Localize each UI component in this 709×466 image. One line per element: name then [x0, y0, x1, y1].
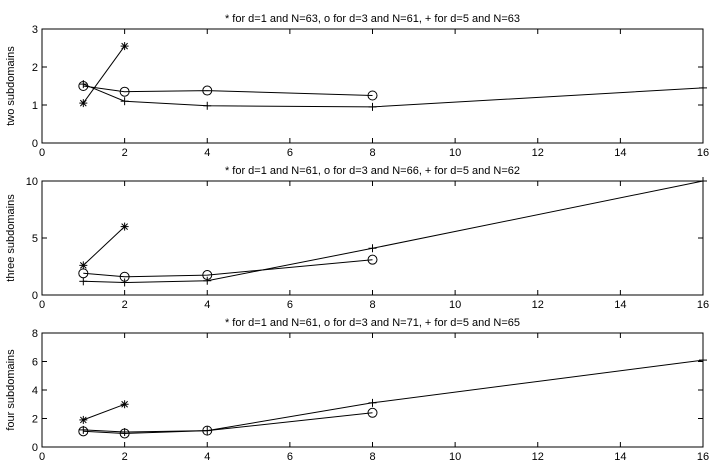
x-tick-label: 8: [369, 451, 375, 463]
x-tick-label: 16: [697, 147, 709, 159]
subplot-2: * for d=1 and N=61, o for d=3 and N=66, …: [5, 165, 709, 311]
y-tick-label: 5: [32, 233, 38, 245]
chart-title: * for d=1 and N=61, o for d=3 and N=71, …: [225, 317, 520, 329]
axes-box: [41, 28, 704, 144]
data-point: [699, 356, 707, 365]
x-tick-label: 10: [449, 451, 461, 463]
x-tick-label: 14: [614, 147, 626, 159]
series-line-1: [82, 45, 126, 104]
data-point: [202, 85, 213, 96]
y-tick-label: 4: [32, 385, 38, 397]
data-point: [79, 99, 88, 108]
series-line-2: [83, 412, 373, 435]
data-point: [79, 80, 88, 89]
y-tick-label: 8: [32, 328, 38, 340]
data-point: [120, 42, 129, 51]
y-axis-label: four subdomains: [5, 349, 17, 431]
x-tick-label: 16: [697, 451, 709, 463]
data-point: [119, 86, 130, 97]
data-point: [368, 244, 377, 253]
x-tick-label: 2: [122, 451, 128, 463]
y-axis-label: three subdomains: [5, 194, 17, 282]
x-tick-label: 0: [39, 147, 45, 159]
data-point: [120, 428, 129, 437]
data-point: [367, 407, 378, 418]
x-tick-label: 10: [449, 299, 461, 311]
y-tick-label: 3: [32, 24, 38, 36]
data-point: [120, 400, 129, 409]
data-point: [699, 177, 707, 185]
x-tick-label: 4: [204, 299, 210, 311]
data-point: [203, 426, 212, 435]
data-point: [368, 102, 377, 111]
data-point: [367, 254, 378, 265]
data-point: [203, 101, 212, 110]
y-tick-label: 1: [32, 100, 38, 112]
series-line-2: [83, 259, 373, 278]
data-point: [120, 97, 129, 106]
x-tick-label: 16: [697, 299, 709, 311]
y-tick-label: 0: [32, 138, 38, 150]
x-tick-label: 4: [204, 147, 210, 159]
data-point: [79, 425, 88, 434]
y-tick-label: 0: [32, 290, 38, 302]
y-tick-label: 2: [32, 62, 38, 74]
x-tick-label: 14: [614, 451, 626, 463]
x-tick-label: 2: [122, 147, 128, 159]
x-tick-label: 6: [287, 299, 293, 311]
data-point: [699, 83, 707, 92]
subplot-1: * for d=1 and N=63, o for d=3 and N=61, …: [5, 13, 709, 159]
data-point: [79, 277, 88, 286]
x-tick-label: 8: [369, 299, 375, 311]
x-tick-label: 0: [39, 451, 45, 463]
data-point: [203, 276, 212, 285]
series-line-1: [83, 403, 125, 421]
x-tick-label: 12: [532, 299, 544, 311]
x-tick-label: 8: [369, 147, 375, 159]
chart-title: * for d=1 and N=63, o for d=3 and N=61, …: [225, 13, 520, 25]
series-line-1: [82, 226, 125, 266]
x-tick-label: 4: [204, 451, 210, 463]
data-point: [120, 278, 129, 287]
x-tick-label: 6: [287, 147, 293, 159]
series-line-2: [83, 85, 373, 96]
data-point: [120, 222, 129, 231]
x-tick-label: 6: [287, 451, 293, 463]
axes-box: [41, 180, 704, 296]
data-point: [79, 261, 88, 270]
y-axis-label: two subdomains: [5, 46, 17, 126]
y-tick-label: 0: [32, 442, 38, 454]
x-tick-label: 10: [449, 147, 461, 159]
x-tick-label: 12: [532, 451, 544, 463]
axes-box: [41, 332, 704, 448]
y-tick-label: 6: [32, 357, 38, 369]
x-tick-label: 0: [39, 299, 45, 311]
x-tick-label: 2: [122, 299, 128, 311]
y-tick-label: 2: [32, 414, 38, 426]
data-point: [79, 415, 88, 424]
x-tick-label: 14: [614, 299, 626, 311]
data-point: [367, 90, 378, 101]
x-tick-label: 12: [532, 147, 544, 159]
y-tick-label: 10: [26, 176, 38, 188]
subplot-3: * for d=1 and N=61, o for d=3 and N=71, …: [5, 317, 709, 463]
data-point: [368, 398, 377, 407]
chart-title: * for d=1 and N=61, o for d=3 and N=66, …: [225, 165, 520, 177]
